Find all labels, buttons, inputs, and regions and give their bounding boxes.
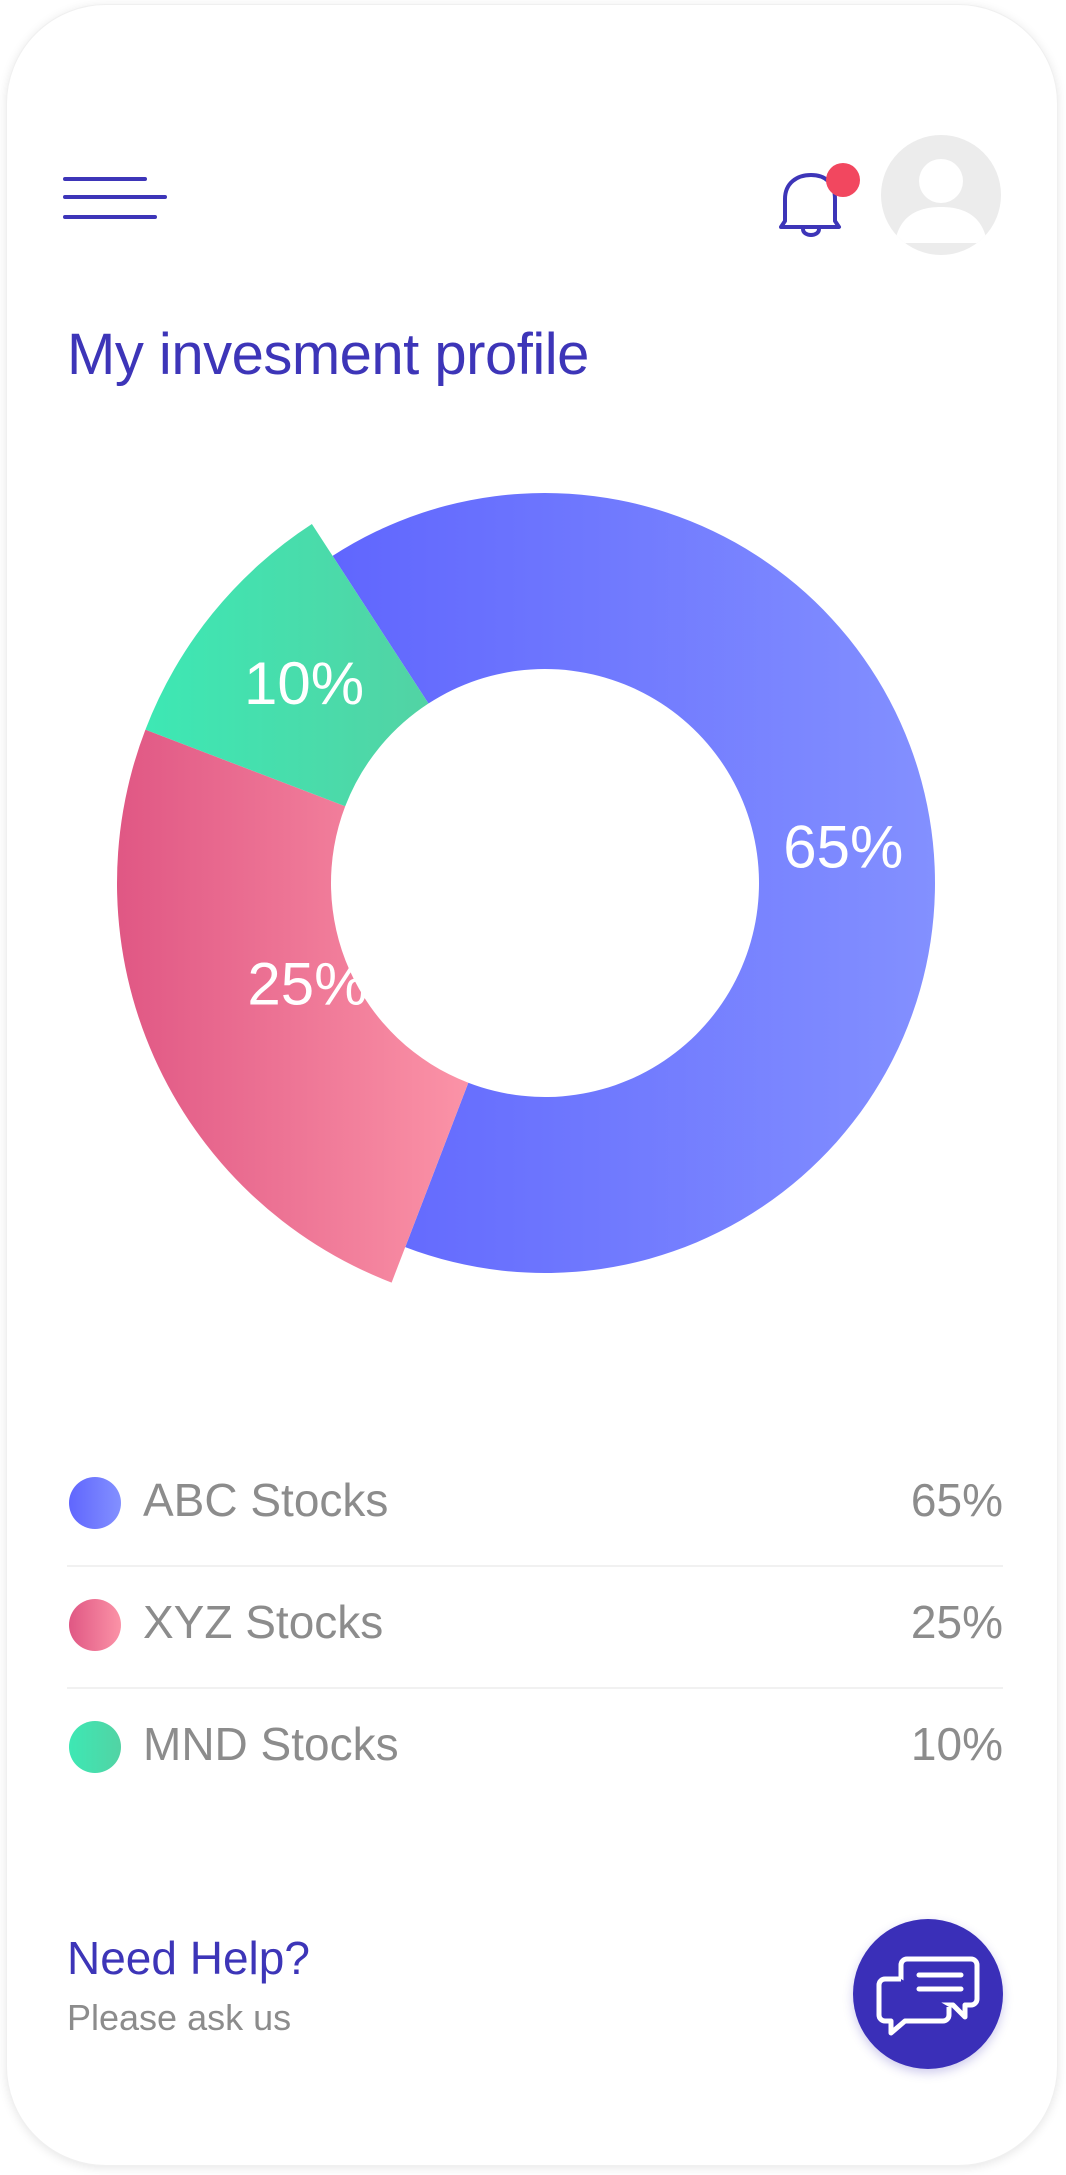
help-title: Need Help? — [67, 1932, 310, 1984]
chat-bubbles-icon — [876, 1956, 980, 2036]
menu-line — [63, 177, 147, 181]
legend-label: ABC Stocks — [143, 1474, 389, 1526]
phone-frame: My invesment profile 65% 25% 10% ABC Stock… — [6, 4, 1058, 2166]
legend-value: 65% — [910, 1474, 1003, 1526]
legend-value: 10% — [910, 1718, 1003, 1770]
bell-icon — [779, 173, 841, 237]
page-title: My invesment profile — [67, 322, 589, 387]
notification-button[interactable] — [767, 155, 861, 245]
menu-line — [63, 215, 157, 219]
legend: ABC Stocks 65% XYZ Stocks 25% MND Stocks… — [67, 1445, 1003, 1809]
legend-item-xyz[interactable]: XYZ Stocks 25% — [67, 1567, 1003, 1689]
legend-value: 25% — [910, 1596, 1003, 1648]
donut-chart: 65% 25% 10% — [117, 493, 936, 1283]
legend-label: XYZ Stocks — [143, 1596, 384, 1648]
notification-badge — [826, 163, 860, 197]
legend-color-dot — [69, 1477, 121, 1529]
legend-color-dot — [69, 1599, 121, 1651]
legend-label: MND Stocks — [143, 1718, 399, 1770]
legend-item-abc[interactable]: ABC Stocks 65% — [67, 1445, 1003, 1567]
help-subtitle: Please ask us — [67, 1997, 292, 2038]
chart-data-label: 65% — [783, 813, 903, 880]
avatar[interactable] — [881, 135, 1001, 255]
chart-slice-abc-stocks[interactable] — [332, 493, 936, 1273]
chart-data-label: 25% — [247, 951, 367, 1018]
chat-button[interactable] — [853, 1919, 1003, 2069]
legend-item-mnd[interactable]: MND Stocks 10% — [67, 1689, 1003, 1809]
chart-slice-mnd-stocks[interactable] — [145, 524, 429, 807]
chart-data-label: 10% — [244, 650, 364, 717]
hamburger-menu-icon[interactable] — [63, 171, 167, 231]
legend-color-dot — [69, 1721, 121, 1773]
chart-slice-xyz-stocks[interactable] — [117, 729, 469, 1283]
user-avatar-icon — [895, 159, 987, 243]
menu-line — [63, 195, 167, 199]
